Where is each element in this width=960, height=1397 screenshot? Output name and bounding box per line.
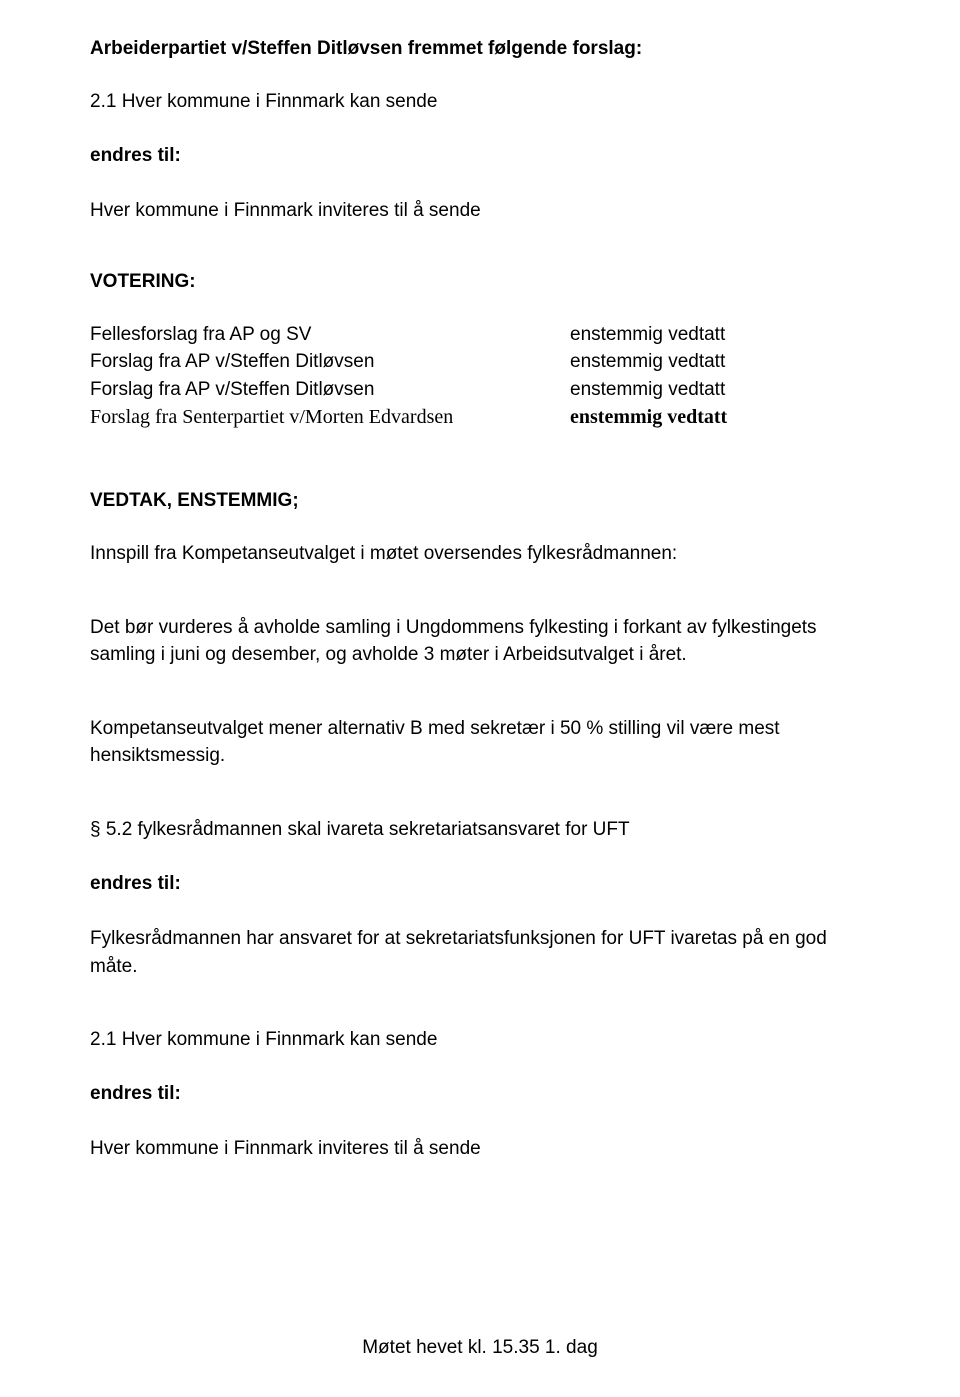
- vote-left: Forslag fra AP v/Steffen Ditløvsen: [90, 348, 570, 376]
- s52-heading: § 5.2 fylkesrådmannen skal ivareta sekre…: [90, 816, 870, 844]
- body-para-2: Kompetanseutvalget mener alternativ B me…: [90, 715, 870, 770]
- section-2-1-heading: 2.1 Hver kommune i Finnmark kan sende: [90, 88, 870, 116]
- body-para-1: Det bør vurderes å avholde samling i Ung…: [90, 614, 870, 669]
- vote-row: Forslag fra AP v/Steffen Ditløvsen enste…: [90, 348, 870, 376]
- section-2-1-text: Hver kommune i Finnmark inviteres til å …: [90, 197, 870, 225]
- section-2-1-text-b: Hver kommune i Finnmark inviteres til å …: [90, 1135, 870, 1163]
- vote-left: Fellesforslag fra AP og SV: [90, 321, 570, 349]
- vote-row: Forslag fra AP v/Steffen Ditløvsen enste…: [90, 376, 870, 404]
- doc-title: Arbeiderpartiet v/Steffen Ditløvsen frem…: [90, 38, 870, 60]
- vote-row: Forslag fra Senterpartiet v/Morten Edvar…: [90, 403, 870, 432]
- innspill-text: Innspill fra Kompetanseutvalget i møtet …: [90, 540, 870, 568]
- votering-heading: VOTERING:: [90, 271, 870, 293]
- endres-til-2: endres til:: [90, 870, 870, 898]
- vedtak-heading: VEDTAK, ENSTEMMIG;: [90, 490, 870, 512]
- endres-til-3: endres til:: [90, 1080, 870, 1108]
- vote-right: enstemmig vedtatt: [570, 376, 870, 404]
- vote-right: enstemmig vedtatt: [570, 321, 870, 349]
- section-2-1-heading-b: 2.1 Hver kommune i Finnmark kan sende: [90, 1026, 870, 1054]
- vote-right: enstemmig vedtatt: [570, 348, 870, 376]
- vote-row: Fellesforslag fra AP og SV enstemmig ved…: [90, 321, 870, 349]
- vote-left: Forslag fra Senterpartiet v/Morten Edvar…: [90, 403, 570, 432]
- endres-til-1: endres til:: [90, 142, 870, 170]
- page-footer: Møtet hevet kl. 15.35 1. dag: [0, 1337, 960, 1359]
- vote-right: enstemmig vedtatt: [570, 403, 870, 432]
- vote-left: Forslag fra AP v/Steffen Ditløvsen: [90, 376, 570, 404]
- s52-text: Fylkesrådmannen har ansvaret for at sekr…: [90, 925, 870, 980]
